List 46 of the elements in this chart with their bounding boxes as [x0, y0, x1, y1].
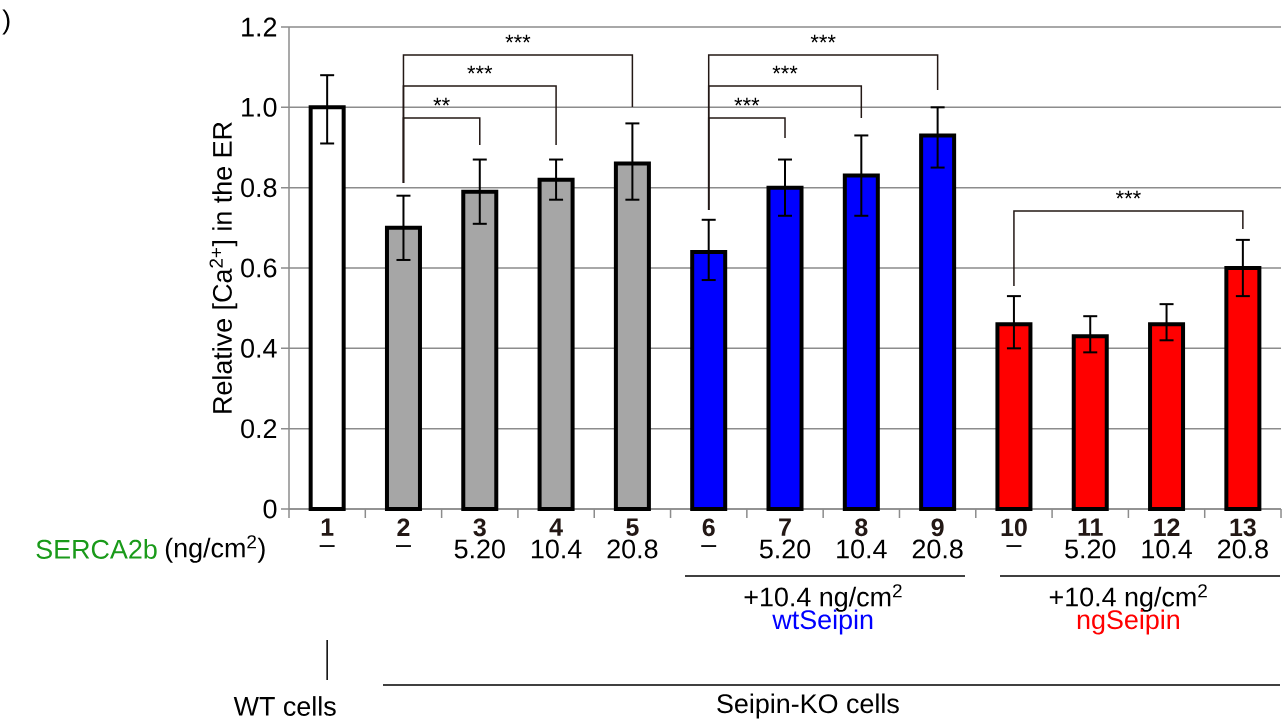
y-tick-label: 0.4 [241, 338, 277, 358]
text: Seipin-KO cells [717, 693, 899, 719]
text: 20.8 [912, 539, 963, 559]
text: 10.4 [1142, 539, 1192, 559]
text: ) [2, 9, 10, 35]
x-tick-label: 1 [321, 518, 334, 536]
x-tick-label: 7 [779, 518, 791, 536]
x-tick-label: 12 [1154, 518, 1180, 536]
y-tick-label: 0 [263, 499, 277, 519]
annotation: *** [810, 34, 836, 43]
annotation: *** [467, 65, 493, 74]
y-tick-label: 1.0 [242, 97, 277, 117]
text: – [701, 545, 717, 547]
x-tick-label: 13 [1230, 518, 1256, 537]
text: SERCA2b [36, 539, 157, 559]
text: 10.4 [531, 539, 582, 559]
x-tick-label: 9 [931, 518, 944, 537]
annotation: ** [433, 97, 450, 106]
x-tick-label: 11 [1078, 518, 1103, 536]
x-tick-label: 6 [702, 518, 715, 537]
text: 20.8 [1218, 539, 1268, 559]
annotation: *** [772, 65, 798, 74]
annotation: *** [505, 34, 531, 43]
text: – [395, 545, 411, 547]
x-tick-label: 4 [549, 518, 563, 536]
text: 5.20 [759, 539, 811, 559]
text: (ng/cm$^{2}$) [165, 535, 265, 563]
x-tick-label: 8 [855, 518, 868, 537]
text: 5.20 [1065, 539, 1116, 559]
annotation: *** [1115, 190, 1141, 199]
y-tick-label: 0.2 [241, 419, 277, 439]
x-tick-label: 10 [1001, 518, 1027, 537]
x-tick-label: 2 [397, 518, 410, 536]
text: 20.8 [607, 539, 658, 559]
text: 5.20 [454, 539, 505, 559]
x-tick-label: 3 [473, 518, 486, 537]
text: WT cells [233, 696, 336, 716]
y-axis-title: Relative [Ca$^{2+}$] in the ER [209, 122, 238, 413]
text: – [1006, 545, 1022, 547]
text: – [319, 545, 335, 547]
text: 10.4 [837, 539, 887, 559]
y-tick-label: 0.8 [241, 178, 277, 198]
x-tick-label: 5 [626, 518, 639, 536]
y-tick-label: 1.2 [242, 17, 277, 37]
annotation: *** [734, 97, 760, 106]
y-tick-label: 0.6 [241, 258, 277, 278]
